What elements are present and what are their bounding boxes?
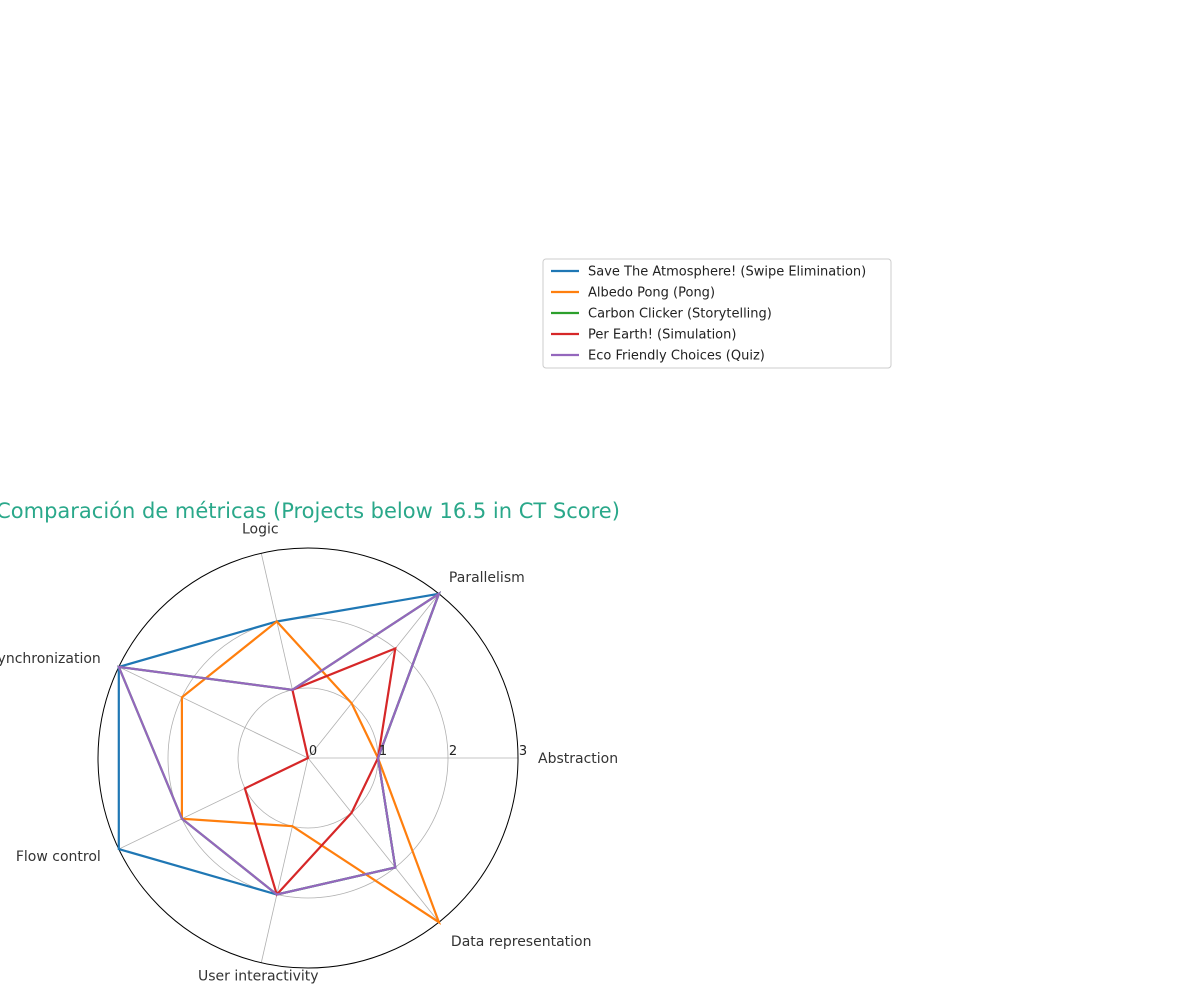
radial-tick-label: 1 <box>379 744 387 759</box>
axis-label-flow-control: Flow control <box>16 849 101 865</box>
axis-label-logic: Logic <box>242 521 279 537</box>
series-line-1 <box>180 619 442 925</box>
outer-frame <box>97 547 519 969</box>
legend: Save The Atmosphere! (Swipe Elimination)… <box>542 258 892 369</box>
radial-tick-label: 3 <box>519 744 527 759</box>
axis-label-synchronization: Synchronization <box>0 651 101 667</box>
series-line-4 <box>117 591 442 896</box>
chart-title: Comparación de métricas (Projects below … <box>0 499 620 523</box>
legend-frame <box>542 258 892 369</box>
axis-label-abstraction: Abstraction <box>538 751 618 767</box>
radar-labels: Abstraction Parallelism Logic Synchronizati… <box>0 521 618 984</box>
spoke-synchronization <box>118 666 309 759</box>
axis-label-parallelism: Parallelism <box>449 570 525 586</box>
legend-entry-4: Eco Friendly Choices (Quiz) <box>588 349 765 364</box>
axis-label-data-representation: Data representation <box>451 934 592 950</box>
spoke-data-representation <box>307 757 440 923</box>
spoke-parallelism <box>307 593 440 759</box>
spoke-user-interactivity <box>260 757 309 963</box>
legend-entry-3: Per Earth! (Simulation) <box>588 328 736 343</box>
legend-entry-2: Carbon Clicker (Storytelling) <box>588 307 772 322</box>
radial-tick-label: 2 <box>449 744 457 759</box>
legend-entry-1: Albedo Pong (Pong) <box>588 286 715 301</box>
grid-circle <box>167 617 449 899</box>
radial-tick-label: 0 <box>309 744 317 759</box>
legend-entry-0: Save The Atmosphere! (Swipe Elimination) <box>588 265 866 280</box>
series-line-3 <box>243 646 397 897</box>
axis-label-user-interactivity: User interactivity <box>198 969 319 985</box>
radar-series <box>117 591 442 925</box>
